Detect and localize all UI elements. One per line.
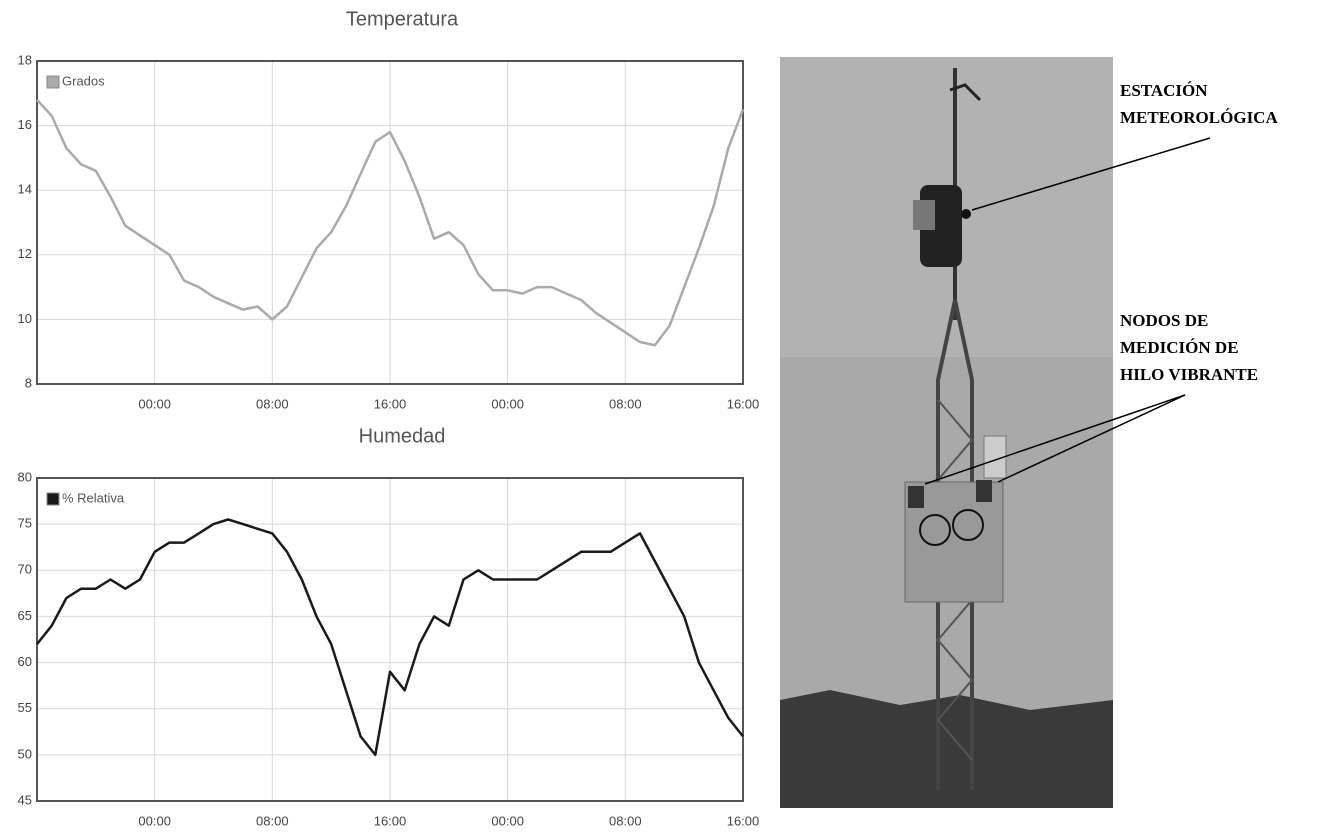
y-tick-label: 8 <box>25 375 32 390</box>
y-tick-label: 18 <box>18 52 32 67</box>
photo-node-1 <box>908 486 924 508</box>
y-tick-label: 75 <box>18 516 32 531</box>
photo-sensor <box>961 209 971 219</box>
photo-node-2 <box>976 480 992 502</box>
y-tick-label: 45 <box>18 792 32 807</box>
y-tick-label: 70 <box>18 562 32 577</box>
x-tick-label: 08:00 <box>609 396 642 411</box>
y-tick-label: 50 <box>18 746 32 761</box>
photo-ground <box>780 690 1113 808</box>
photo-vane <box>949 83 982 102</box>
x-tick-label: 00:00 <box>138 813 171 828</box>
x-tick-label: 08:00 <box>256 396 289 411</box>
y-tick-label: 12 <box>18 246 32 261</box>
photo-cable <box>919 514 951 546</box>
plot-frame <box>36 477 744 802</box>
y-tick-label: 10 <box>18 311 32 326</box>
photo-annotation: MEDICIÓN DE <box>1120 338 1239 357</box>
data-line <box>36 518 744 757</box>
photo-annotation: NODOS DE <box>1120 311 1208 330</box>
x-tick-label: 16:00 <box>727 813 760 828</box>
pointer-line <box>971 137 1211 211</box>
legend-label: % Relativa <box>62 490 125 505</box>
y-tick-label: 80 <box>18 469 32 484</box>
photo-tower <box>936 299 974 790</box>
pointer-line <box>997 394 1186 483</box>
photo-annotation: ESTACIÓN <box>1120 81 1208 100</box>
legend-swatch <box>46 75 60 89</box>
legend-label: Grados <box>62 73 105 88</box>
y-tick-label: 16 <box>18 117 32 132</box>
photo-station-box <box>913 200 935 230</box>
plot-frame <box>36 60 744 385</box>
x-tick-label: 16:00 <box>374 396 407 411</box>
x-tick-label: 00:00 <box>138 396 171 411</box>
x-tick-label: 00:00 <box>491 813 524 828</box>
y-tick-label: 14 <box>18 182 32 197</box>
y-tick-label: 65 <box>18 608 32 623</box>
photo-cable <box>952 509 984 541</box>
chart-title: Temperatura <box>346 8 459 30</box>
x-tick-label: 08:00 <box>609 813 642 828</box>
x-tick-label: 16:00 <box>374 813 407 828</box>
photo-annotation: METEOROLÓGICA <box>1120 108 1278 127</box>
x-tick-label: 16:00 <box>727 396 760 411</box>
legend-swatch <box>46 492 60 506</box>
data-line <box>36 98 745 347</box>
y-tick-label: 55 <box>18 700 32 715</box>
pointer-line <box>924 394 1186 485</box>
photo <box>780 57 1211 808</box>
photo-annotation: HILO VIBRANTE <box>1120 365 1258 384</box>
chart-title: Humedad <box>359 425 446 447</box>
y-tick-label: 60 <box>18 654 32 669</box>
x-tick-label: 08:00 <box>256 813 289 828</box>
x-tick-label: 00:00 <box>491 396 524 411</box>
